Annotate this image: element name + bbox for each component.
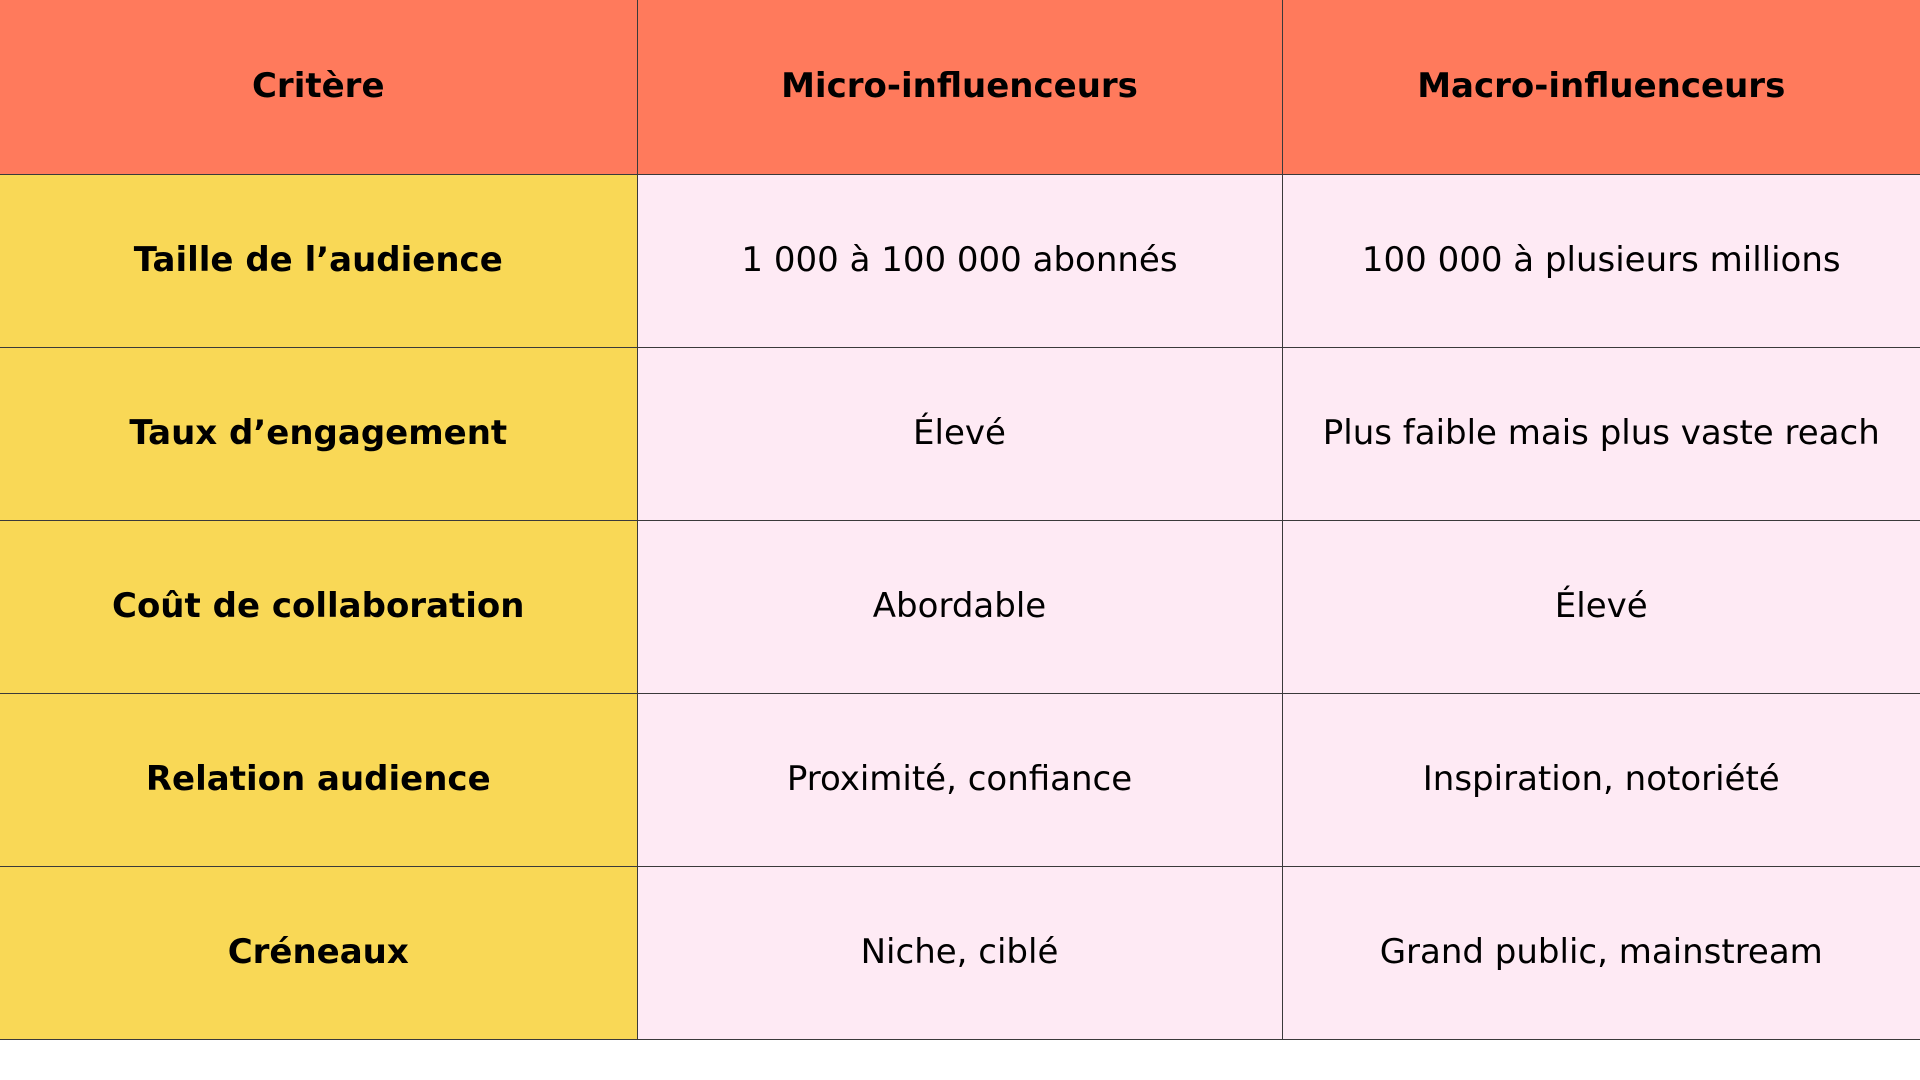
micro-cell: Niche, ciblé [636, 865, 1283, 1040]
macro-cell: Élevé [1281, 519, 1920, 694]
table-row: Taille de l’audience 1 000 à 100 000 abo… [0, 173, 1920, 348]
header-macro-influencers: Macro-influenceurs [1281, 0, 1920, 175]
macro-cell: Plus faible mais plus vaste reach [1281, 346, 1920, 521]
table-header: Critère Micro-influenceurs Macro-influen… [0, 0, 1920, 175]
header-criteria: Critère [0, 0, 638, 175]
macro-cell: Inspiration, notoriété [1281, 692, 1920, 867]
micro-cell: Abordable [636, 519, 1283, 694]
micro-cell: Élevé [636, 346, 1283, 521]
macro-cell: 100 000 à plusieurs millions [1281, 173, 1920, 348]
comparison-table: Critère Micro-influenceurs Macro-influen… [0, 0, 1920, 1040]
micro-cell: 1 000 à 100 000 abonnés [636, 173, 1283, 348]
table-row: Relation audience Proximité, confiance I… [0, 692, 1920, 867]
table-row: Coût de collaboration Abordable Élevé [0, 519, 1920, 694]
criterion-cell: Créneaux [0, 865, 638, 1040]
table-row: Taux d’engagement Élevé Plus faible mais… [0, 346, 1920, 521]
criterion-cell: Taux d’engagement [0, 346, 638, 521]
criterion-cell: Relation audience [0, 692, 638, 867]
table-body: Taille de l’audience 1 000 à 100 000 abo… [0, 173, 1920, 1040]
criterion-cell: Taille de l’audience [0, 174, 638, 348]
header-micro-influencers: Micro-influenceurs [636, 0, 1283, 175]
criterion-cell: Coût de collaboration [0, 519, 638, 694]
macro-cell: Grand public, mainstream [1281, 865, 1920, 1040]
header-row: Critère Micro-influenceurs Macro-influen… [0, 0, 1920, 175]
micro-cell: Proximité, confiance [636, 692, 1283, 867]
table-row: Créneaux Niche, ciblé Grand public, main… [0, 865, 1920, 1040]
